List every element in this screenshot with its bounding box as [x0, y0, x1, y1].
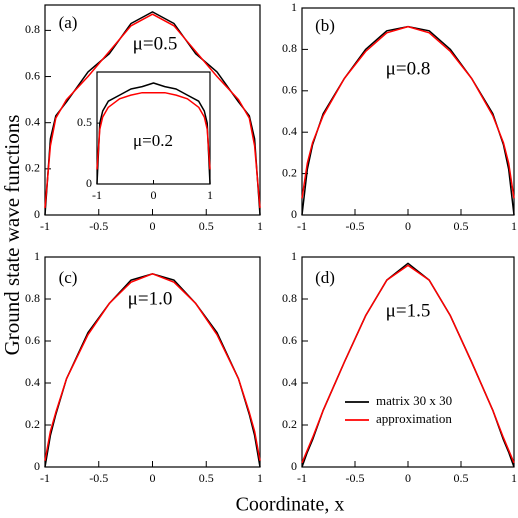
panel-label: (d) — [315, 268, 335, 287]
x-axis-label: Coordinate, x — [236, 494, 345, 516]
y-tick-label: 0 — [291, 459, 297, 473]
y-tick-label: 1 — [291, 0, 297, 14]
series-line — [301, 264, 515, 464]
y-tick-label: 0.2 — [282, 417, 297, 431]
annotation: μ=1.5 — [386, 300, 431, 321]
y-tick-label: 0 — [34, 459, 40, 473]
x-tick-label: 0 — [150, 471, 156, 485]
series-line — [96, 91, 211, 170]
y-tick-label: 0.6 — [25, 68, 40, 82]
annotation: μ=0.2 — [133, 131, 173, 150]
series-line — [96, 82, 211, 185]
plot-frame — [44, 256, 261, 468]
x-tick-label: 0 — [405, 219, 411, 233]
y-tick-label: 1 — [291, 249, 297, 263]
x-tick-label: 0.5 — [199, 219, 214, 233]
x-tick-label: 0.5 — [454, 219, 469, 233]
x-tick-label: -1 — [40, 219, 50, 233]
y-tick-label: 0.4 — [25, 375, 40, 389]
panel-label: (b) — [315, 16, 335, 35]
y-tick-label: 0 — [86, 176, 92, 190]
x-tick-label: -0.5 — [346, 219, 365, 233]
plot-frame — [96, 71, 211, 185]
y-tick-label: 0.8 — [25, 22, 40, 36]
annotation: μ=0.8 — [386, 58, 431, 79]
annotation: μ=0.5 — [133, 33, 178, 54]
series-line — [301, 25, 515, 199]
panel-label: (c) — [59, 268, 78, 287]
y-axis-label: Ground state wave functions — [0, 115, 24, 356]
x-tick-label: 1 — [207, 188, 213, 202]
y-tick-label: 0.5 — [77, 115, 92, 129]
series-line — [44, 13, 261, 209]
x-tick-label: 0.5 — [199, 471, 214, 485]
x-tick-label: 0.5 — [454, 471, 469, 485]
y-tick-label: 0.4 — [282, 124, 297, 138]
y-tick-label: 0.6 — [282, 83, 297, 97]
y-tick-label: 1 — [34, 249, 40, 263]
y-tick-label: 0.6 — [25, 333, 40, 347]
y-tick-label: 0 — [34, 207, 40, 221]
series-line — [44, 273, 261, 461]
x-tick-label: 1 — [511, 219, 517, 233]
annotation: μ=1.0 — [128, 288, 173, 309]
panel-label: (a) — [59, 13, 78, 32]
y-tick-label: 0.2 — [25, 161, 40, 175]
x-tick-label: -1 — [297, 219, 307, 233]
x-tick-label: 1 — [257, 471, 263, 485]
x-tick-label: -0.5 — [89, 471, 108, 485]
x-tick-label: 0 — [405, 471, 411, 485]
y-tick-label: 0.2 — [282, 165, 297, 179]
y-tick-label: 0.8 — [282, 41, 297, 55]
y-tick-label: 0.4 — [282, 375, 297, 389]
x-tick-label: -1 — [297, 471, 307, 485]
y-tick-label: 0.2 — [25, 417, 40, 431]
x-tick-label: 0 — [150, 219, 156, 233]
x-tick-label: -1 — [92, 188, 102, 202]
y-tick-label: 0.6 — [282, 333, 297, 347]
plot-frame — [301, 7, 515, 216]
y-tick-label: 0 — [291, 207, 297, 221]
legend-label: approximation — [376, 411, 452, 426]
x-tick-label: 0 — [151, 188, 157, 202]
y-tick-label: 0.4 — [25, 114, 40, 128]
legend-label: matrix 30 x 30 — [376, 393, 452, 408]
plot-frame — [301, 256, 515, 468]
x-tick-label: 1 — [257, 219, 263, 233]
x-tick-label: -0.5 — [89, 219, 108, 233]
x-tick-label: 1 — [511, 471, 517, 485]
y-tick-label: 0.8 — [25, 291, 40, 305]
x-tick-label: -0.5 — [346, 471, 365, 485]
y-tick-label: 0.8 — [282, 291, 297, 305]
x-tick-label: -1 — [40, 471, 50, 485]
